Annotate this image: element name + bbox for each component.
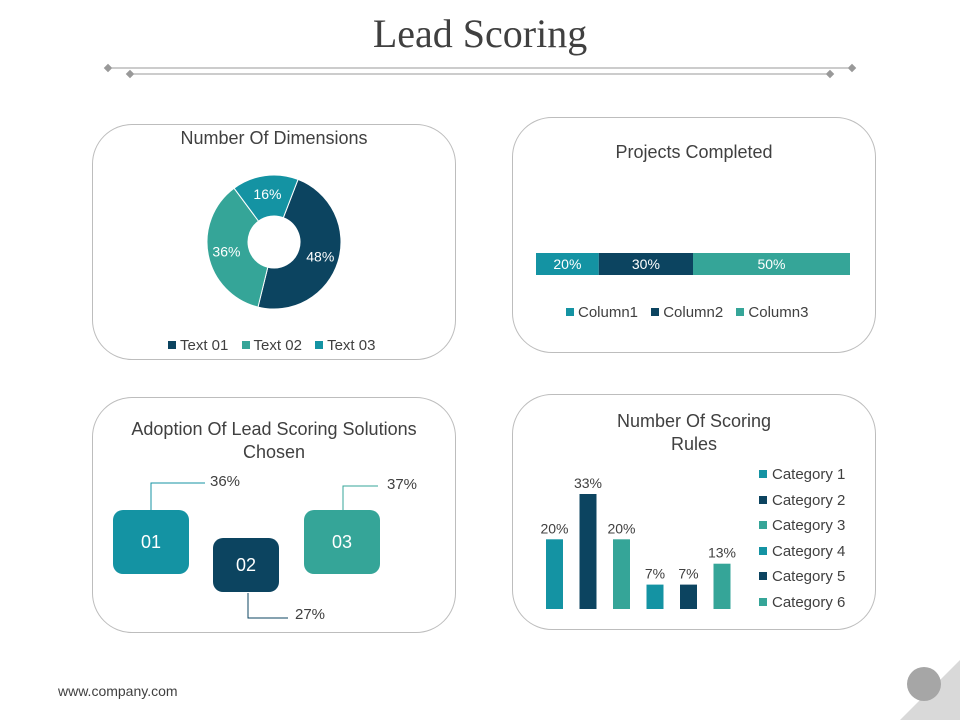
donut-label-2: 36% — [212, 244, 240, 260]
step-box-02: 02 — [213, 538, 279, 592]
scoring-rules-chart-title: Number Of Scoring Rules — [616, 411, 772, 454]
legend-swatch — [241, 341, 250, 349]
stack-label-column3: 50% — [757, 256, 785, 272]
stack-segment-column1 — [536, 253, 599, 275]
divider-diamond-icon — [825, 69, 835, 79]
projects-chart-title: Projects Completed — [615, 142, 773, 162]
bar-label-4: 7% — [645, 566, 665, 582]
legend-swatch — [736, 308, 745, 316]
bar-5 — [680, 584, 697, 609]
legend-item-category-4: Category 4 — [759, 539, 845, 565]
legend-swatch — [315, 341, 324, 349]
bar-2 — [579, 494, 597, 609]
legend-swatch — [759, 546, 767, 555]
legend-item-column1: Column1 — [566, 304, 638, 321]
stack-label-column1: 20% — [553, 256, 581, 272]
bar-label-1: 20% — [540, 520, 568, 536]
dimensions-donut-chart: 48% 36% 16% — [206, 174, 342, 310]
step-value-03: 37% — [387, 476, 418, 493]
legend-item-text-03: Text 03 — [315, 337, 375, 354]
footer-url: www.company.com — [58, 683, 178, 699]
legend-swatch — [759, 597, 767, 606]
legend-swatch — [168, 341, 176, 349]
bar-label-6: 13% — [708, 545, 736, 561]
scoring-rules-legend: Category 1 Category 2 Category 3 Categor… — [759, 462, 845, 616]
projects-legend: Column1 Column2 Column3 — [566, 304, 817, 321]
title-divider — [103, 63, 857, 79]
legend-item-category-1: Category 1 — [759, 462, 845, 488]
divider-diamond-icon — [847, 63, 857, 73]
legend-swatch — [759, 572, 767, 581]
legend-swatch — [651, 308, 660, 316]
divider-diamond-icon — [125, 69, 135, 79]
bar-4 — [646, 584, 664, 609]
legend-swatch — [759, 495, 767, 504]
stack-segment-column2 — [598, 253, 693, 275]
stack-segment-column3 — [693, 253, 850, 275]
legend-item-column2: Column2 — [651, 304, 723, 321]
scoring-rules-card: Number Of Scoring Rules 20% 33% 20% 7% 7% 13%… — [512, 394, 876, 630]
bar-label-3: 20% — [607, 520, 635, 536]
step-value-02: 27% — [295, 606, 326, 623]
dimensions-chart-title: Number Of Dimensions — [180, 128, 368, 148]
legend-item-category-5: Category 5 — [759, 564, 845, 590]
bar-1 — [546, 539, 563, 609]
projects-card: Projects Completed 20% 30% 50% Column1 Col… — [512, 117, 876, 353]
step-value-01: 36% — [210, 473, 241, 490]
dimensions-legend: Text 01 Text 02 Text 03 — [168, 337, 384, 354]
donut-slice-3 — [233, 174, 299, 222]
legend-swatch — [566, 308, 574, 316]
connector-02 — [247, 593, 288, 619]
legend-item-text-01: Text 01 — [168, 337, 228, 354]
scoring-rules-bar-chart: 20% 33% 20% 7% 7% 13% — [540, 475, 736, 609]
legend-item-category-2: Category 2 — [759, 488, 845, 514]
donut-label-1: 48% — [306, 249, 334, 265]
legend-item-text-02: Text 02 — [241, 337, 302, 354]
stack-label-column2: 30% — [632, 256, 660, 272]
bar-3 — [613, 539, 630, 609]
legend-item-category-6: Category 6 — [759, 590, 845, 616]
step-box-03: 03 — [304, 510, 380, 574]
donut-slice-2 — [206, 187, 269, 308]
legend-swatch — [759, 470, 767, 478]
corner-decoration — [900, 660, 960, 720]
projects-stacked-bar-chart: 20% 30% 50% — [536, 253, 850, 275]
donut-slice-1 — [257, 178, 342, 310]
legend-item-column3: Column3 — [736, 304, 808, 321]
step-box-01: 01 — [113, 510, 189, 574]
donut-label-3: 16% — [253, 186, 281, 202]
bar-label-2: 33% — [574, 475, 602, 491]
page-title: Lead Scoring — [372, 11, 588, 56]
adoption-card: Adoption Of Lead Scoring Solutions Chose… — [92, 397, 456, 633]
connector-01 — [150, 482, 205, 510]
bar-6 — [713, 563, 731, 609]
legend-item-category-3: Category 3 — [759, 513, 845, 539]
adoption-chart-title: Adoption Of Lead Scoring Solutions Chose… — [131, 419, 417, 462]
dimensions-card: Number Of Dimensions 48% 36% 16% Text 01 T… — [92, 124, 456, 360]
adoption-connectors — [150, 482, 378, 619]
corner-circle-icon — [907, 667, 941, 701]
connector-03 — [342, 485, 378, 510]
divider-diamond-icon — [103, 63, 113, 73]
bar-label-5: 7% — [678, 566, 698, 582]
legend-swatch — [759, 521, 767, 530]
